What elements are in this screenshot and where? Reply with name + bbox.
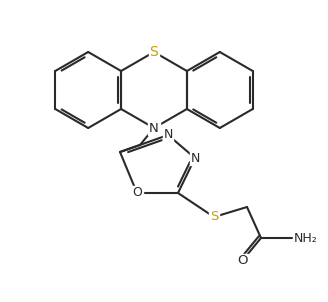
Text: S: S [210,210,218,223]
Text: N: N [190,152,200,165]
Text: N: N [163,128,173,142]
Text: O: O [132,187,142,200]
Text: O: O [237,255,247,268]
Text: S: S [150,45,158,59]
Text: NH₂: NH₂ [294,232,318,245]
Text: N: N [149,121,159,134]
